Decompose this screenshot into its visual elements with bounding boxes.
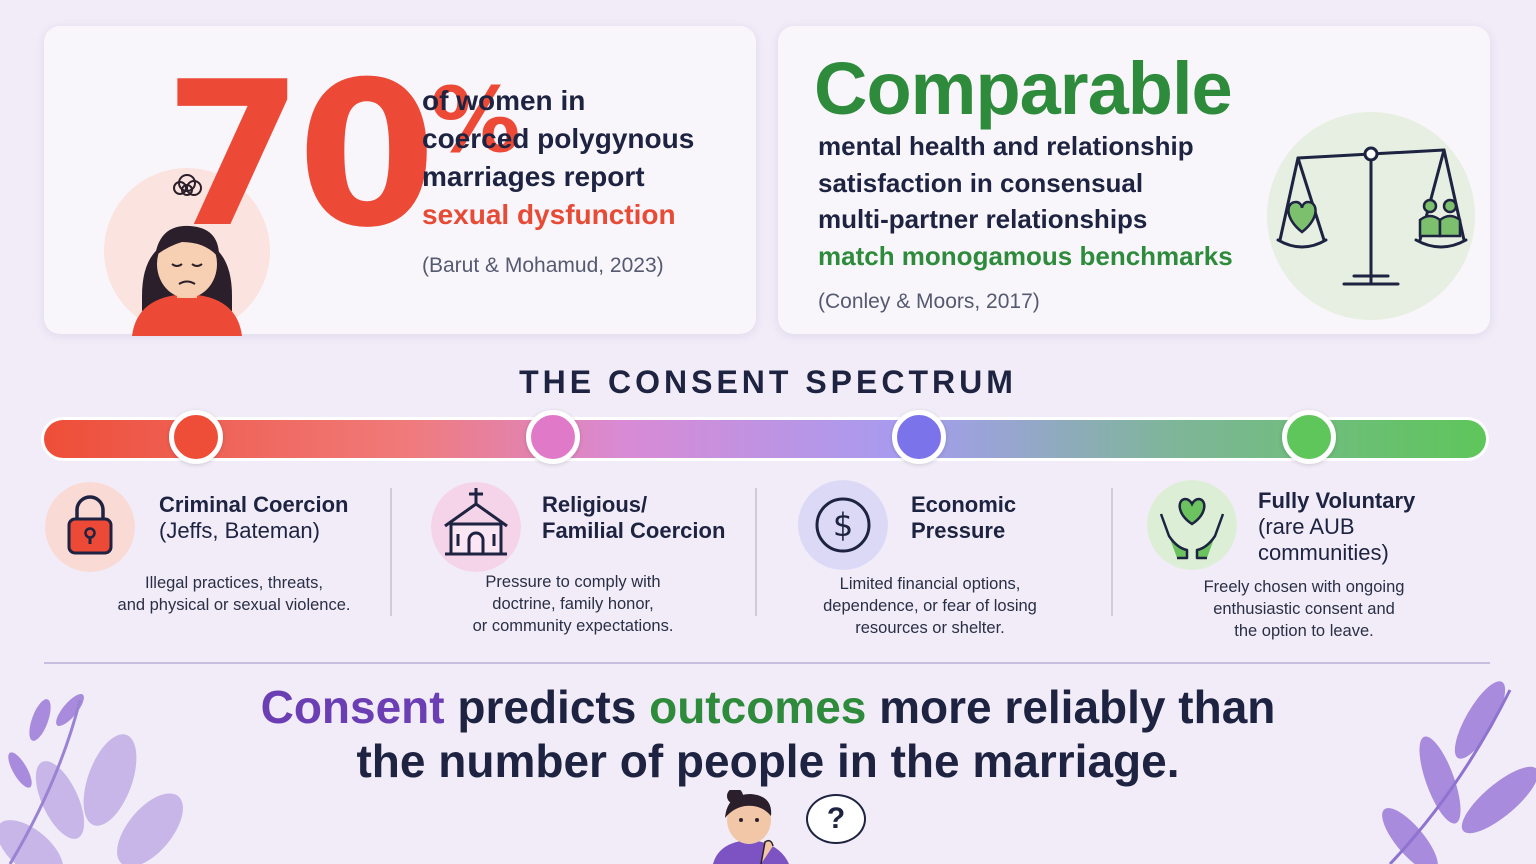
stage-description-line: Limited financial options, — [839, 575, 1021, 593]
spectrum-marker-economic — [892, 410, 946, 464]
description-line: marriages report — [422, 161, 645, 192]
stage-title: Fully Voluntary (rare AUB communities) — [1258, 488, 1415, 566]
statistic-description: of women in coerced polygynous marriages… — [422, 82, 732, 234]
stage-description: Illegal practices, threats, and physical… — [84, 572, 384, 616]
percent-sign: % — [430, 68, 521, 173]
stage-description: Pressure to comply with doctrine, family… — [423, 571, 723, 637]
thinking-person-illustration — [713, 790, 789, 864]
keyword-outcomes: outcomes — [649, 681, 867, 733]
stage-title-line: communities) — [1258, 540, 1389, 565]
comparable-headline: Comparable — [814, 47, 1233, 130]
statistic-card-coercion: 70% of women in coerced polygynous marri… — [44, 26, 756, 336]
section-divider — [44, 662, 1490, 664]
stage-description-line: enthusiastic consent and — [1213, 600, 1395, 618]
stage-description-line: Illegal practices, threats, — [145, 574, 323, 592]
stage-description-line: doctrine, family honor, — [492, 595, 654, 613]
big-number: 70 — [164, 39, 436, 272]
stage-description-line: and physical or sexual violence. — [117, 596, 351, 614]
description-highlight: match monogamous benchmarks — [818, 240, 1233, 271]
stage-title-line: Economic — [911, 492, 1017, 517]
stage-title-line: Religious/ — [542, 492, 648, 517]
stage-title-line: Familial Coercion — [542, 518, 726, 543]
svg-text:$: $ — [833, 506, 853, 544]
church-icon — [431, 482, 521, 572]
conclusion-statement: Consent predicts outcomes more reliably … — [0, 680, 1536, 788]
stage-description: Limited financial options, dependence, o… — [780, 573, 1080, 639]
stage-title: Religious/ Familial Coercion — [542, 492, 725, 544]
conclusion-line: Consent predicts outcomes more reliably … — [0, 680, 1536, 734]
column-divider — [1111, 488, 1113, 616]
column-divider — [390, 488, 392, 616]
spectrum-marker-voluntary — [1282, 410, 1336, 464]
description-line: multi-partner relationships — [818, 204, 1148, 234]
conclusion-line: the number of people in the marriage. — [356, 735, 1180, 787]
leaf-decoration-right — [1382, 681, 1536, 864]
description-highlight: sexual dysfunction — [422, 199, 676, 230]
comparison-card: Comparable mental health and relationshi… — [778, 26, 1490, 334]
stage-title-line: (rare AUB — [1258, 514, 1355, 539]
conclusion-text: more reliably than — [866, 681, 1276, 733]
stage-description: Freely chosen with ongoing enthusiastic … — [1154, 576, 1454, 642]
stage-description-line: or community expectations. — [472, 617, 674, 635]
stage-description-line: dependence, or fear of losing — [823, 597, 1037, 615]
description-line: mental health and relationship — [818, 131, 1194, 161]
description-line: coerced polygynous — [422, 123, 695, 154]
balance-scale-icon — [1267, 112, 1475, 320]
column-divider — [755, 488, 757, 616]
stage-description-line: Pressure to comply with — [485, 573, 661, 591]
spectrum-title: THE CONSENT SPECTRUM — [519, 364, 1017, 400]
stage-title: Economic Pressure — [911, 492, 1016, 544]
stage-title-line: Pressure — [911, 518, 1006, 543]
spectrum-gradient-bar — [44, 420, 1486, 458]
spectrum-marker-criminal — [169, 410, 223, 464]
distressed-woman-illustration — [104, 168, 270, 336]
spectrum-marker-religious — [526, 410, 580, 464]
description-line: satisfaction in consensual — [818, 167, 1144, 198]
stage-description-line: the option to leave. — [1234, 622, 1374, 640]
stage-description-line: resources or shelter. — [855, 619, 1005, 637]
lock-icon — [45, 482, 135, 572]
dollar-icon: $ — [798, 480, 888, 570]
citation: (Barut & Mohamud, 2023) — [422, 254, 664, 277]
conclusion-text: predicts — [444, 681, 650, 733]
heart-hands-icon — [1147, 480, 1237, 570]
comparison-description: mental health and relationship satisfact… — [818, 128, 1238, 274]
stage-description-line: Freely chosen with ongoing — [1203, 578, 1405, 596]
citation: (Conley & Moors, 2017) — [818, 290, 1040, 313]
stage-title-line: (Jeffs, Bateman) — [159, 518, 320, 543]
big-percentage: 70% — [164, 56, 521, 256]
stage-title: Criminal Coercion (Jeffs, Bateman) — [159, 492, 348, 544]
description-line: of women in — [422, 85, 586, 116]
stage-title-line: Fully Voluntary — [1258, 488, 1416, 513]
keyword-consent: Consent — [260, 681, 445, 733]
leaf-decoration-left — [0, 694, 183, 864]
stage-title-line: Criminal Coercion — [159, 492, 349, 517]
question-bubble: ? — [806, 794, 866, 844]
